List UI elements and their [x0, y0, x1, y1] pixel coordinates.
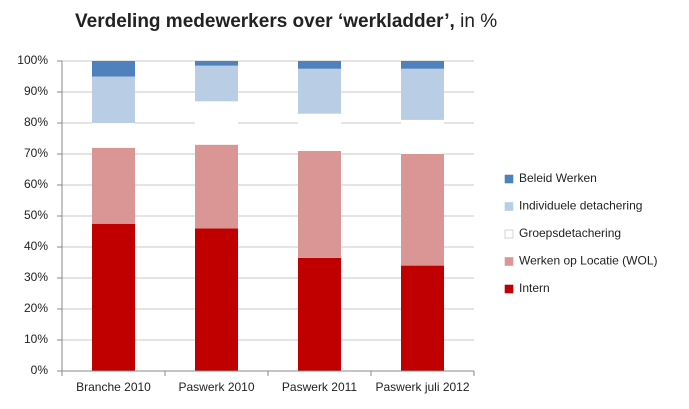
x-tick-label: Paswerk 2011: [282, 380, 357, 394]
x-tick-label: Branche 2010: [76, 380, 151, 394]
bar-segment: [195, 61, 238, 66]
bar-segment: [92, 147, 135, 224]
bar-segment: [401, 154, 444, 266]
bar-segment: [195, 101, 238, 145]
legend-swatch: [504, 174, 514, 184]
y-tick-label: 60%: [24, 177, 48, 191]
y-tick-label: 50%: [24, 208, 48, 222]
bar-segment: [92, 123, 135, 148]
chart-title-suffix: in %: [460, 11, 497, 32]
legend-swatch: [504, 257, 514, 266]
bar-segment: [401, 119, 444, 154]
bar-segment: [298, 257, 341, 371]
legend-label: Intern: [519, 281, 550, 295]
legend-label: Groepsdetachering: [519, 226, 621, 240]
bar-segment: [195, 65, 238, 102]
legend-label: Werken op Locatie (WOL): [519, 254, 658, 268]
bar-segment: [298, 61, 341, 69]
y-tick-label: 0%: [31, 363, 49, 377]
x-tick-label: Paswerk 2010: [178, 380, 254, 394]
y-tick-label: 80%: [24, 115, 48, 129]
y-tick-label: 70%: [24, 146, 48, 160]
bar-segment: [401, 265, 444, 371]
bar-segment: [92, 61, 135, 77]
y-tick-label: 100%: [17, 53, 48, 67]
bar-segment: [298, 150, 341, 258]
bar-segment: [195, 144, 238, 229]
x-tick-label: Paswerk juli 2012: [375, 380, 469, 394]
chart-title: Verdeling medewerkers over ‘werkladder’,: [75, 11, 455, 32]
bar-segment: [195, 228, 238, 371]
y-tick-label: 40%: [24, 239, 48, 253]
bar-segment: [401, 68, 444, 120]
y-tick-label: 30%: [24, 270, 48, 284]
legend-swatch: [504, 202, 514, 211]
legend-label: Individuele detachering: [519, 199, 642, 213]
y-tick-label: 20%: [24, 301, 48, 315]
y-tick-label: 90%: [24, 84, 48, 98]
legend-label: Beleid Werken: [519, 171, 597, 185]
bar-segment: [92, 76, 135, 123]
bar-segment: [401, 61, 444, 69]
bar-segment: [298, 113, 341, 151]
chart-title-group: Verdeling medewerkers over ‘werkladder’,…: [75, 11, 497, 32]
y-tick-label: 10%: [24, 332, 48, 346]
legend-swatch: [504, 229, 514, 239]
legend-swatch: [504, 284, 514, 294]
bar-segment: [298, 68, 341, 114]
bar-segment: [92, 223, 135, 371]
